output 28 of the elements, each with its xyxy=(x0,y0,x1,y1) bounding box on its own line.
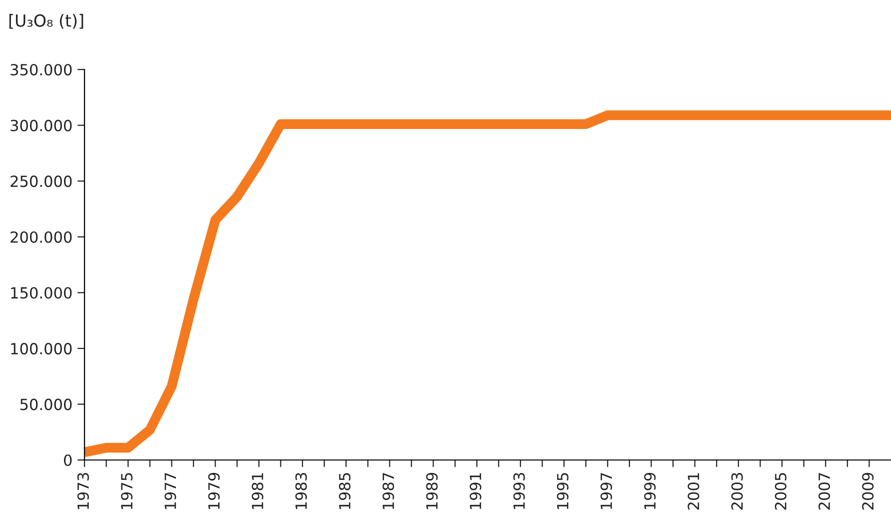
x-tick-label: 2003 xyxy=(731,473,743,510)
x-tick-label: 2005 xyxy=(774,473,786,510)
x-tick-label: 2007 xyxy=(818,473,830,510)
x-tick-label: 1993 xyxy=(513,473,525,510)
x-tick-label: 1977 xyxy=(164,473,176,510)
x-tick-label: 1975 xyxy=(120,473,133,510)
x-tick-label: 1973 xyxy=(77,473,89,510)
x-tick-label: 1999 xyxy=(644,472,656,510)
x-tick-label: 1979 xyxy=(208,472,220,510)
y-tick-label: 350.000 xyxy=(10,64,72,76)
x-tick-label: 1991 xyxy=(470,473,482,510)
x-tick-label: 1985 xyxy=(338,473,350,510)
x-tick-label: 1989 xyxy=(426,472,438,510)
y-tick-label: 150.000 xyxy=(11,287,72,299)
x-tick-label: 2001 xyxy=(688,473,700,510)
y-tick-label: 0 xyxy=(64,454,72,466)
x-tick-label: 1983 xyxy=(295,473,307,510)
x-tick-label: 1981 xyxy=(252,473,264,510)
x-tick-label: 1995 xyxy=(556,473,568,510)
y-tick-label: 100.000 xyxy=(11,342,72,354)
y-tick-label: 300.000 xyxy=(10,120,72,132)
y-tick-label: 50.000 xyxy=(20,398,72,410)
x-tick-label: 1997 xyxy=(600,473,612,510)
x-tick-label: 2009 xyxy=(862,472,874,510)
x-tick-label: 1987 xyxy=(382,473,394,510)
y-axis-title: [U₃O₈ (t)] xyxy=(9,14,84,29)
y-tick-label: 250.000 xyxy=(10,176,72,188)
y-tick-label: 200.000 xyxy=(10,231,72,243)
